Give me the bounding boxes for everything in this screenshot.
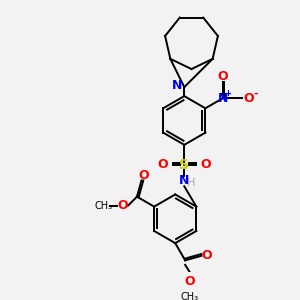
Text: O: O bbox=[201, 158, 211, 171]
Text: H: H bbox=[187, 178, 196, 188]
Text: O: O bbox=[138, 169, 148, 182]
Text: N: N bbox=[218, 92, 229, 105]
Text: O: O bbox=[202, 249, 212, 262]
Text: +: + bbox=[224, 89, 232, 98]
Text: O: O bbox=[117, 199, 128, 212]
Text: S: S bbox=[179, 158, 189, 172]
Text: N: N bbox=[172, 79, 182, 92]
Text: CH₃: CH₃ bbox=[94, 201, 113, 211]
Text: O: O bbox=[243, 92, 254, 105]
Text: O: O bbox=[217, 70, 228, 83]
Text: -: - bbox=[254, 89, 258, 99]
Text: N: N bbox=[179, 174, 190, 188]
Text: CH₃: CH₃ bbox=[181, 292, 199, 300]
Text: O: O bbox=[157, 158, 168, 171]
Text: O: O bbox=[184, 274, 195, 288]
